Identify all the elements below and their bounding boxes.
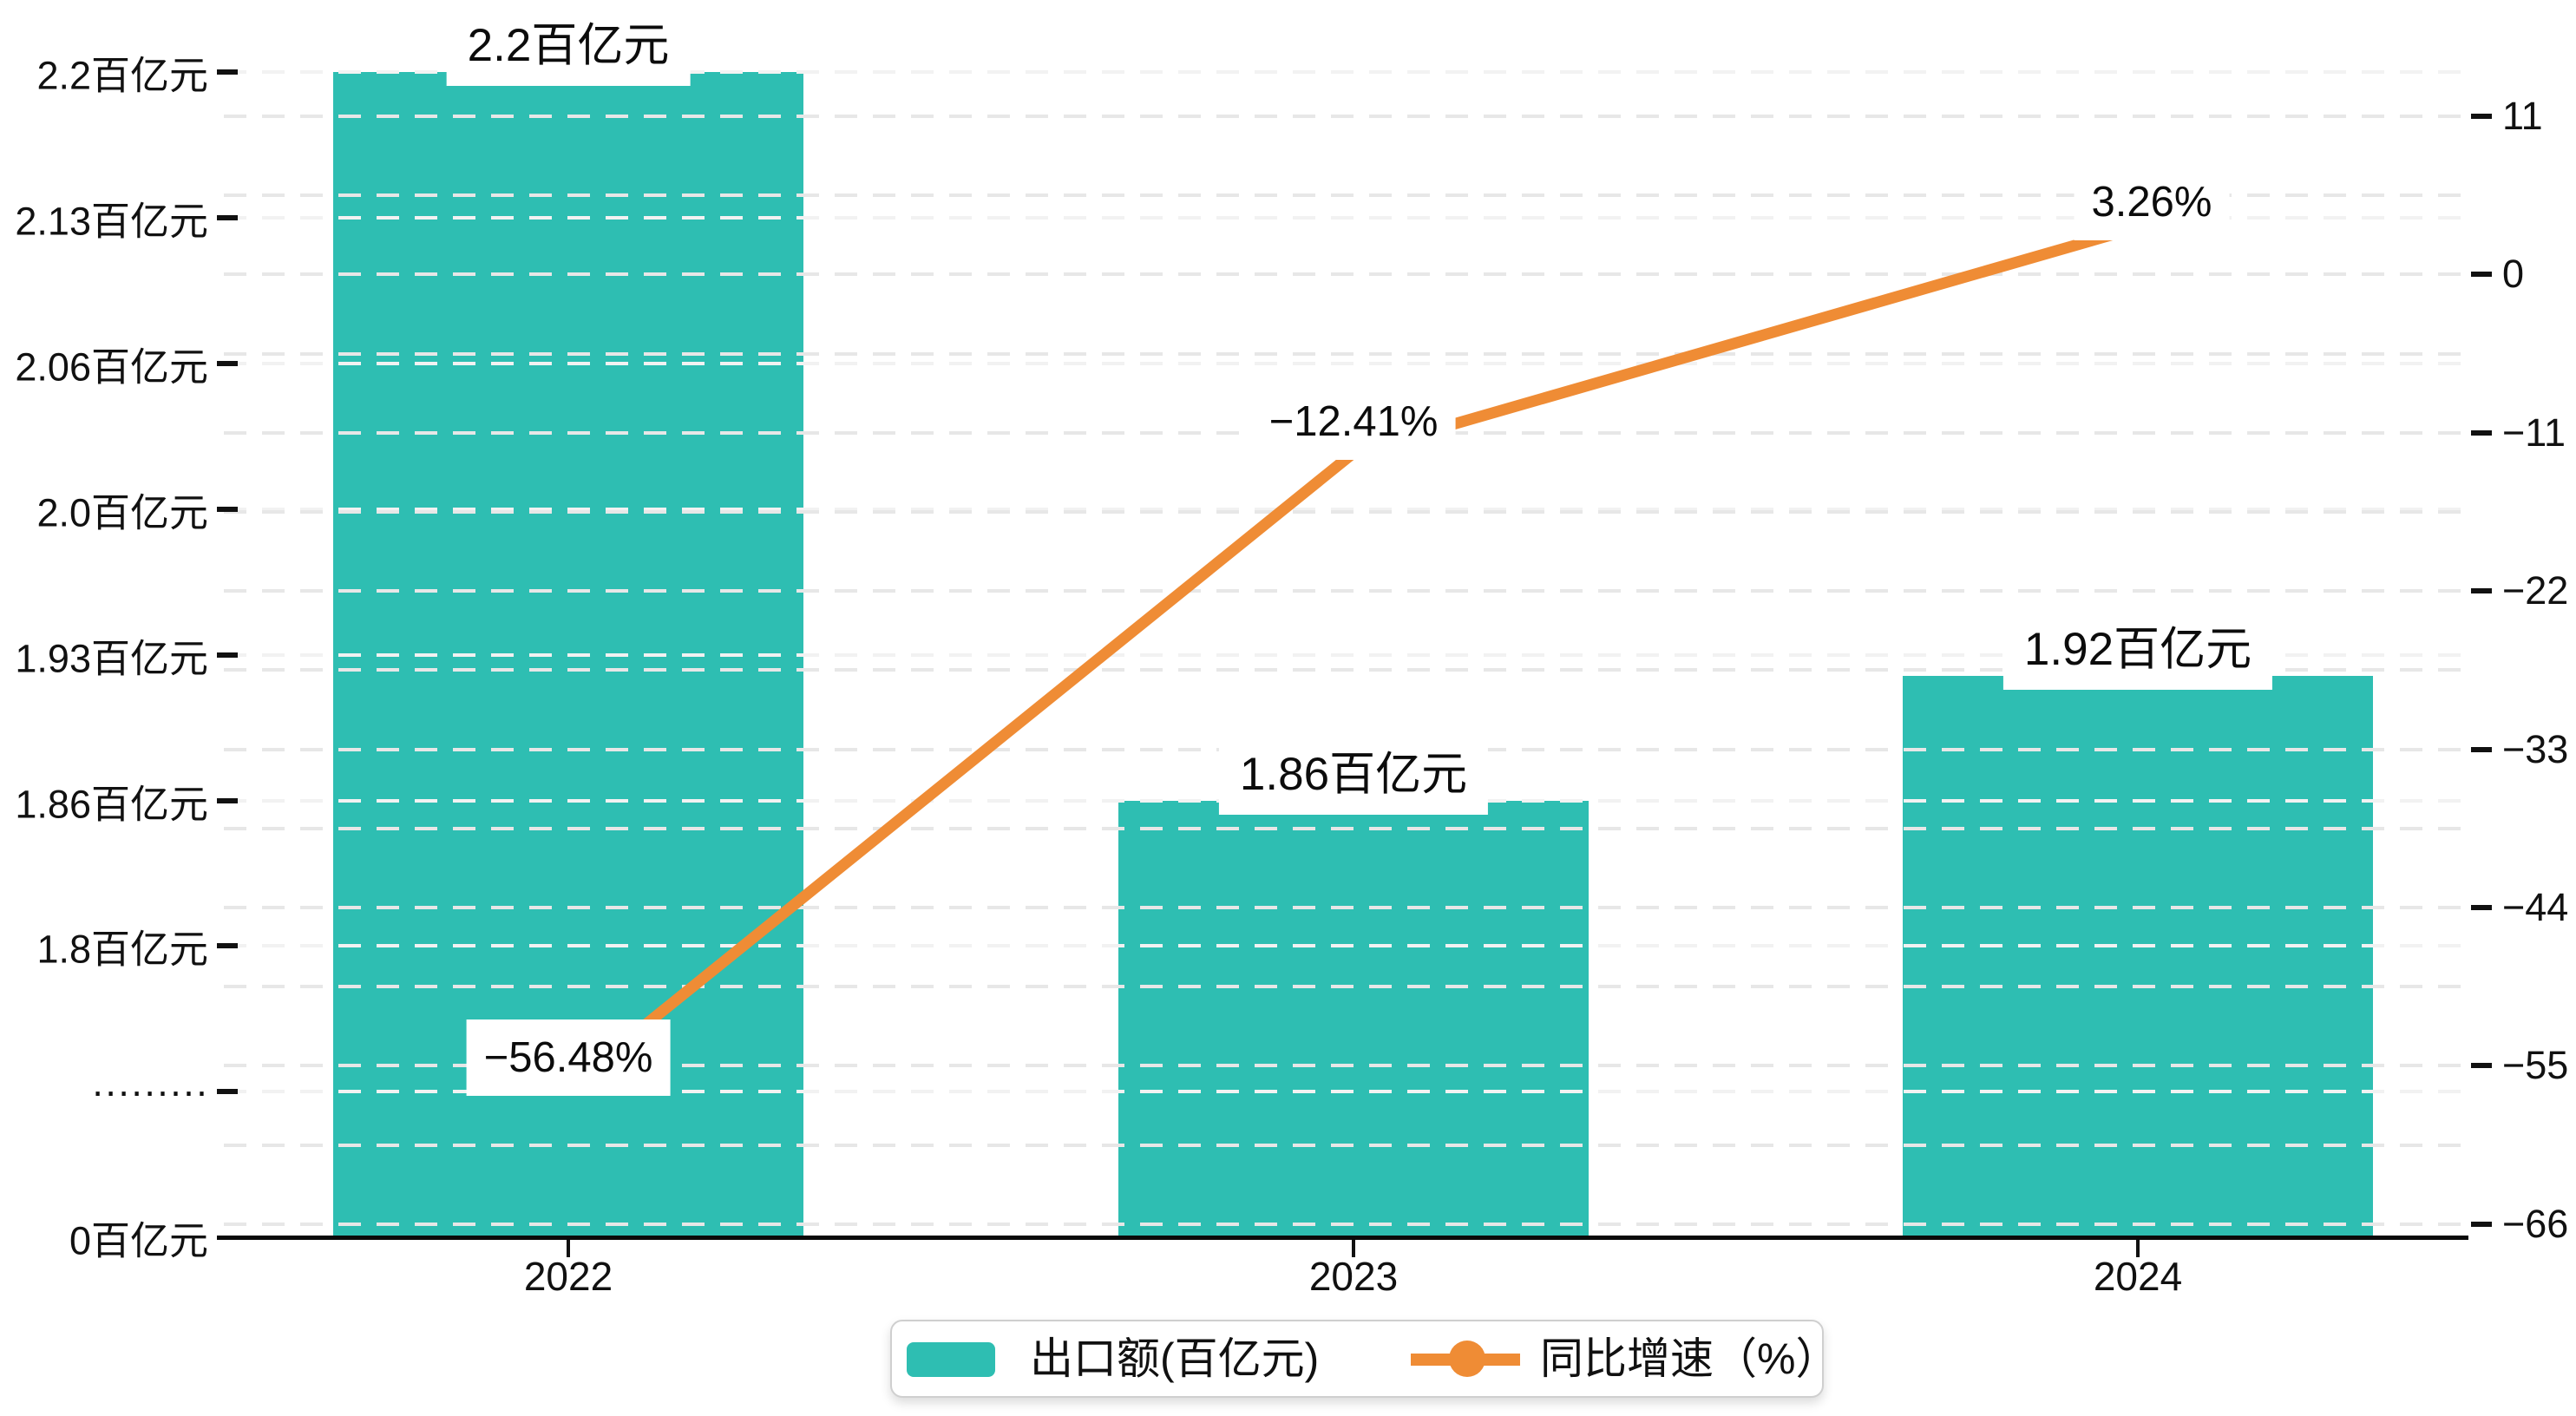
legend-item-growth-rate[interactable]: 同比增速（%） (1540, 1334, 1839, 1383)
right-axis-tick-label: 0 (2502, 252, 2525, 297)
left-axis-tick-label: 0百亿元 (69, 1218, 208, 1263)
left-axis-tick-label: 1.86百亿元 (15, 782, 208, 826)
legend-line-dot-icon (1449, 1341, 1485, 1377)
x-tick-mark (1352, 1240, 1355, 1257)
left-axis-tick-label: 2.2百亿元 (36, 53, 208, 98)
right-axis-tick-label: −22 (2502, 568, 2569, 613)
left-axis-break-label: ········· (91, 1069, 208, 1114)
left-axis-tick-label: 1.93百亿元 (15, 636, 208, 681)
right-axis-tick-label: 11 (2502, 94, 2543, 138)
left-axis-tick-label: 2.06百亿元 (15, 344, 208, 390)
right-tick-mark (2471, 429, 2492, 436)
left-tick-mark (217, 69, 238, 75)
growth-line[interactable] (564, 221, 2140, 1092)
right-tick-mark (2471, 588, 2492, 594)
left-tick-mark (217, 214, 238, 220)
right-tick-mark (2471, 1063, 2492, 1069)
legend: 出口额(百亿元) 同比增速（%） (890, 1320, 1839, 1398)
bar-value-label: 2.2百亿元 (446, 6, 691, 86)
left-tick-mark (217, 943, 238, 949)
right-tick-mark (2471, 1221, 2492, 1227)
x-axis-line (217, 1236, 2468, 1240)
bar-2024[interactable] (1903, 676, 2373, 1236)
x-tick-mark (567, 1240, 570, 1257)
left-tick-mark (217, 360, 238, 366)
right-axis-tick-label: −11 (2502, 410, 2566, 455)
right-tick-mark (2471, 746, 2492, 752)
x-axis-label-2022: 2022 (523, 1254, 613, 1299)
line-value-label: 3.26% (2074, 164, 2230, 240)
x-axis-label-2023: 2023 (1308, 1254, 1399, 1299)
bar-2023[interactable] (1118, 801, 1589, 1236)
left-tick-mark (217, 1089, 238, 1095)
right-axis-tick-label: −66 (2502, 1201, 2569, 1246)
left-tick-mark (217, 506, 238, 512)
bar-value-label: 1.92百亿元 (2002, 610, 2273, 690)
line-value-label: −56.48% (466, 1019, 671, 1096)
legend-bar-swatch[interactable] (907, 1342, 995, 1377)
x-axis-label-2024: 2024 (2093, 1254, 2183, 1299)
x-tick-mark (2136, 1240, 2140, 1257)
right-axis-tick-label: −44 (2502, 885, 2569, 929)
legend-item-export-value[interactable]: 出口额(百亿元) (1030, 1334, 1320, 1383)
right-axis-tick-label: −55 (2502, 1043, 2569, 1088)
left-axis-tick-label: 1.8百亿元 (36, 927, 208, 972)
right-axis-tick-label: −33 (2502, 726, 2569, 771)
left-tick-mark (217, 797, 238, 803)
left-axis-tick-label: 2.13百亿元 (15, 199, 208, 244)
right-tick-mark (2471, 272, 2492, 278)
line-value-label: −12.41% (1251, 384, 1456, 460)
left-tick-mark (217, 652, 238, 658)
right-tick-mark (2471, 905, 2492, 910)
bar-value-label: 1.86百亿元 (1218, 735, 1489, 815)
left-axis-tick-label: 2.0百亿元 (36, 490, 208, 535)
right-tick-mark (2471, 114, 2492, 119)
